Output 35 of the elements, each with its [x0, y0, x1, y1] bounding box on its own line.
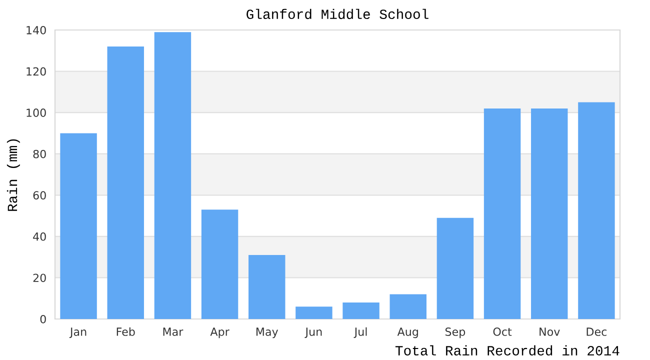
- bar: [531, 108, 568, 319]
- x-tick-label: Jul: [354, 327, 367, 338]
- bar: [484, 108, 521, 319]
- x-tick-label: Jan: [69, 328, 86, 338]
- bar: [107, 46, 144, 319]
- y-tick-label: 60: [33, 191, 46, 200]
- text: Total Rain Recorded in 2014: [395, 345, 620, 356]
- y-tick-label: 120: [26, 67, 46, 76]
- y-tick-label: 40: [33, 232, 46, 241]
- y-tick-label: 140: [26, 26, 46, 34]
- bar: [578, 102, 615, 319]
- chart-title: Glanford Middle School: [246, 8, 428, 20]
- bar: [342, 302, 380, 319]
- x-tick-label: Nov: [540, 328, 560, 336]
- x-tick-label: Mar: [163, 328, 184, 336]
- x-tick-label: Apr: [210, 328, 230, 338]
- bar: [436, 218, 474, 319]
- x-tick-label: Aug: [397, 328, 418, 338]
- x-tick-label: Feb: [116, 327, 135, 336]
- bar: [60, 133, 97, 319]
- bar: [248, 255, 286, 319]
- x-tick-label: Jun: [304, 328, 322, 338]
- bar: [296, 306, 332, 319]
- bar: [201, 210, 238, 319]
- bar: [390, 294, 426, 319]
- y-tick-label: 80: [33, 150, 46, 158]
- x-tick-label: Sep: [445, 328, 466, 338]
- x-tick-label: Dec: [586, 328, 607, 336]
- y-tick-label: 0: [40, 314, 46, 324]
- y-axis-title: Rain (mm): [6, 139, 20, 211]
- x-tick-label: Oct: [493, 328, 512, 336]
- bar: [154, 32, 192, 319]
- y-tick-label: 20: [33, 274, 46, 282]
- x-tick-label: May: [256, 328, 278, 338]
- y-tick-label: 100: [26, 108, 46, 117]
